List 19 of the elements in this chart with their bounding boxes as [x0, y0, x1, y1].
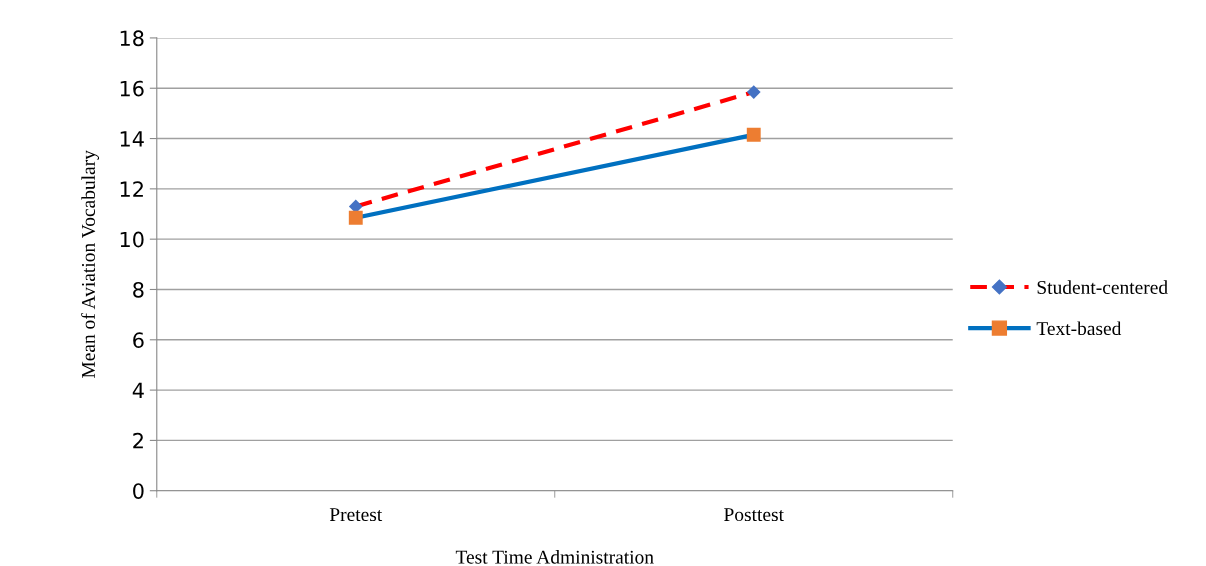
- y-tick-label: 14: [120, 131, 144, 147]
- legend-label: Text-based: [1036, 321, 1122, 336]
- x-tick-label: Posttest: [724, 508, 784, 522]
- y-tick-label: 16: [120, 80, 144, 97]
- y-tick-label: 4: [132, 382, 144, 399]
- x-tick-label: Pretest: [329, 508, 383, 522]
- y-tick-label: 18: [120, 30, 144, 47]
- y-tick-label: 12: [120, 181, 143, 197]
- y-tick-label: 2: [133, 432, 143, 449]
- y-axis-title: Mean of Aviation Vocabulary: [81, 150, 100, 378]
- legend-label: Student-centered: [1037, 280, 1168, 294]
- x-axis-title: Test Time Administration: [455, 550, 654, 564]
- y-tick-label: 0: [133, 483, 144, 499]
- point: [348, 210, 363, 225]
- y-tick-label: 6: [133, 332, 144, 348]
- point: [746, 85, 761, 99]
- point: [746, 127, 761, 142]
- y-tick-label: 10: [120, 231, 144, 248]
- y-tick-label: 8: [133, 281, 144, 298]
